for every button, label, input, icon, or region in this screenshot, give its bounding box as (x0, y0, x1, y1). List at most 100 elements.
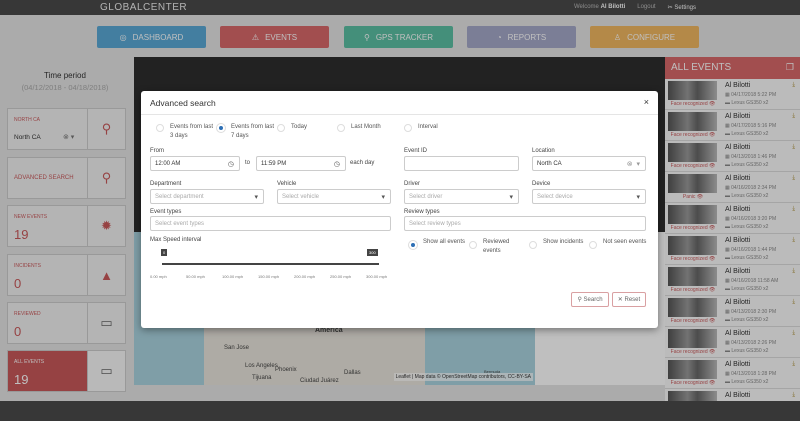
event-thumbnail[interactable] (668, 267, 717, 286)
reset-button[interactable]: ✕ Reset (612, 292, 646, 307)
event-thumbnail[interactable] (668, 143, 717, 162)
event-list-item[interactable]: Face recognized 👁 Al Bilotti ▦ 04/16/201… (665, 234, 800, 265)
top-bar: GLOBALCENTER Welcome Al Bilotti Logout ✂… (0, 0, 800, 15)
events-panel: ALL EVENTS ❐ Face recognized 👁 Al Bilotti… (665, 57, 800, 420)
speed-max-handle[interactable]: 300 (367, 249, 378, 256)
event-list-item[interactable]: Panic 👁 Al Bilotti ▦ 04/16/2018 2:34 PM … (665, 172, 800, 203)
download-icon[interactable]: ⤓ (792, 268, 795, 274)
incidents-box[interactable]: INCIDENTS 0 ▲ (7, 254, 126, 296)
to-time-input[interactable]: 11:59 PM ◷ (256, 156, 346, 171)
review-radio[interactable]: Show incidents (529, 238, 587, 249)
advanced-search-button[interactable]: ADVANCED SEARCH ⚲ (7, 157, 126, 199)
event-tag: Panic 👁 (682, 194, 704, 200)
nav-reports[interactable]: ◔ REPORTS (467, 26, 576, 48)
period-radio[interactable]: Last Month (337, 123, 397, 132)
event-list-item[interactable]: Face recognized 👁 Al Bilotti ▦ 04/17/201… (665, 110, 800, 141)
event-vehicle: ▬ Lexus GS350 x2 (725, 131, 769, 137)
copy-icon[interactable]: ❐ (785, 62, 794, 72)
download-icon[interactable]: ⤓ (792, 175, 795, 181)
folder-icon: ▭ (87, 351, 125, 391)
period-radio[interactable]: Interval (404, 123, 464, 132)
from-time-input[interactable]: 12:00 AM ◷ (150, 156, 240, 171)
download-icon[interactable]: ⤓ (792, 237, 795, 243)
period-radio[interactable]: Events from last 3 days (156, 123, 216, 141)
department-label: Department (150, 181, 182, 187)
warning-icon: ▲ (87, 255, 125, 295)
review-radio[interactable]: Not seen events (589, 238, 647, 249)
download-icon[interactable]: ⤓ (792, 299, 795, 305)
location-select[interactable]: North CA ⊗ ▾ (532, 156, 646, 171)
event-vehicle: ▬ Lexus GS350 x2 (725, 193, 769, 199)
driver-name: Al Bilotti (725, 361, 751, 368)
nav-dashboard[interactable]: ◎ DASHBOARD (97, 26, 206, 48)
driver-name: Al Bilotti (725, 237, 751, 244)
nav-events[interactable]: ⚠ EVENTS (220, 26, 329, 48)
download-icon[interactable]: ⤓ (792, 361, 795, 367)
location-filter[interactable]: NORTH CA North CA ⊗ ▾ ⚲ (7, 108, 126, 150)
chart-pie-icon: ◔ (496, 32, 502, 42)
nav-gps-tracker[interactable]: ⚲ GPS TRACKER (344, 26, 453, 48)
event-types-input[interactable]: Select event types (150, 216, 391, 231)
logout-link[interactable]: Logout (637, 4, 656, 10)
alert-badge-icon: ✹ (87, 206, 125, 246)
event-thumbnail[interactable] (668, 360, 717, 379)
event-date: ▦ 04/13/2018 2:30 PM (725, 309, 777, 315)
period-radio[interactable]: Events from last 7 days (217, 123, 277, 141)
download-icon[interactable]: ⤓ (792, 206, 795, 212)
event-list-item[interactable]: Face recognized 👁 Al Bilotti ▦ 04/13/201… (665, 327, 800, 358)
driver-name: Al Bilotti (725, 330, 751, 337)
download-icon[interactable]: ⤓ (792, 330, 795, 336)
event-tag: Face recognized 👁 (670, 380, 716, 386)
event-thumbnail[interactable] (668, 112, 717, 131)
search-button[interactable]: ⚲ Search (571, 292, 609, 307)
event-vehicle: ▬ Lexus GS350 x2 (725, 348, 769, 354)
event-thumbnail[interactable] (668, 81, 717, 100)
event-list-item[interactable]: Face recognized 👁 Al Bilotti ▦ 04/13/201… (665, 296, 800, 327)
vehicle-select[interactable]: Select vehicle ▾ (277, 189, 391, 204)
close-icon[interactable]: × (643, 97, 649, 107)
event-thumbnail[interactable] (668, 329, 717, 348)
event-date: ▦ 04/13/2018 1:28 PM (725, 371, 777, 377)
speed-slider[interactable] (162, 263, 379, 265)
event-list-item[interactable]: Face recognized 👁 Al Bilotti ▦ 04/13/201… (665, 358, 800, 389)
driver-select[interactable]: Select driver ▾ (404, 189, 519, 204)
device-label: Device (532, 181, 551, 187)
review-radio[interactable]: Reviewed events (469, 238, 527, 256)
reviewed-box[interactable]: REVIEWED 0 ▭ (7, 302, 126, 344)
event-list-item[interactable]: Face recognized 👁 Al Bilotti ▦ 04/13/201… (665, 141, 800, 172)
event-tag: Face recognized 👁 (670, 225, 716, 231)
review-radio[interactable]: Show all events (409, 238, 467, 249)
device-select[interactable]: Select device ▾ (532, 189, 646, 204)
map-attribution[interactable]: Leaflet | Map data © OpenStreetMap contr… (393, 373, 533, 381)
vehicle-label: Vehicle (277, 181, 297, 187)
review-types-input[interactable]: Select review types (404, 216, 646, 231)
map-pin-icon: ⚲ (87, 109, 125, 149)
event-list-item[interactable]: Face recognized 👁 Al Bilotti ▦ 04/16/201… (665, 203, 800, 234)
event-thumbnail[interactable] (668, 174, 717, 193)
period-radio[interactable]: Today (277, 123, 337, 132)
event-thumbnail[interactable] (668, 236, 717, 255)
download-icon[interactable]: ⤓ (792, 392, 795, 398)
all-events-box[interactable]: ALL EVENTS 19 ▭ (7, 350, 126, 392)
event-list-item[interactable]: Face recognized 👁 Al Bilotti ▦ 04/16/201… (665, 265, 800, 296)
event-thumbnail[interactable] (668, 298, 717, 317)
event-types-label: Event types (150, 209, 182, 215)
event-id-label: Event ID (404, 148, 428, 154)
new-events-box[interactable]: NEW EVENTS 19 ✹ (7, 205, 126, 247)
download-icon[interactable]: ⤓ (792, 144, 795, 150)
nav-configure[interactable]: ♙ CONFIGURE (590, 26, 699, 48)
event-vehicle: ▬ Lexus GS350 x2 (725, 379, 769, 385)
speed-tick-label: 150.00 mph (258, 274, 280, 279)
speed-min-handle[interactable]: 0 (161, 249, 168, 256)
download-icon[interactable]: ⤓ (792, 113, 795, 119)
search-icon: ⚲ (87, 158, 125, 198)
settings-link[interactable]: ✂ Settings (667, 5, 696, 11)
event-id-input[interactable] (404, 156, 519, 171)
download-icon[interactable]: ⤓ (792, 82, 795, 88)
event-thumbnail[interactable] (668, 205, 717, 224)
event-vehicle: ▬ Lexus GS350 x2 (725, 162, 769, 168)
event-tag: Face recognized 👁 (670, 132, 716, 138)
event-list-item[interactable]: Face recognized 👁 Al Bilotti ▦ 04/17/201… (665, 79, 800, 110)
event-tag: Face recognized 👁 (670, 349, 716, 355)
department-select[interactable]: Select department ▾ (150, 189, 264, 204)
